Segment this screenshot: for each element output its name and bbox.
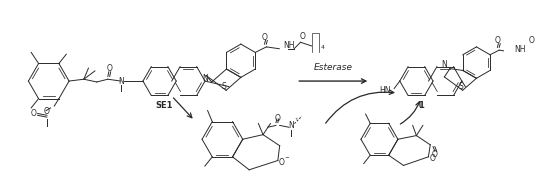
Text: O: O bbox=[529, 36, 535, 45]
Text: N: N bbox=[118, 77, 124, 86]
Text: Esterase: Esterase bbox=[314, 63, 353, 72]
Text: O: O bbox=[275, 114, 281, 123]
Text: N: N bbox=[441, 60, 447, 69]
Text: $^{-}$: $^{-}$ bbox=[284, 154, 290, 163]
Text: SE1: SE1 bbox=[155, 101, 173, 110]
Text: O: O bbox=[494, 36, 500, 45]
Text: O: O bbox=[299, 32, 305, 41]
Text: HN: HN bbox=[379, 86, 391, 95]
Text: O: O bbox=[432, 149, 438, 158]
Text: O: O bbox=[429, 154, 435, 163]
Text: O: O bbox=[31, 109, 37, 118]
Text: S: S bbox=[222, 82, 227, 91]
Text: $^{+}$: $^{+}$ bbox=[294, 117, 299, 122]
Text: S: S bbox=[458, 82, 463, 91]
Text: NH: NH bbox=[283, 41, 294, 50]
Text: O: O bbox=[44, 107, 50, 116]
Text: NH: NH bbox=[514, 45, 525, 54]
Text: O: O bbox=[262, 33, 268, 42]
Text: N: N bbox=[202, 74, 208, 83]
Text: O: O bbox=[107, 64, 113, 73]
Text: N: N bbox=[288, 121, 294, 130]
Text: 4: 4 bbox=[321, 45, 325, 50]
Text: O: O bbox=[278, 158, 284, 167]
Text: 1: 1 bbox=[418, 101, 424, 110]
